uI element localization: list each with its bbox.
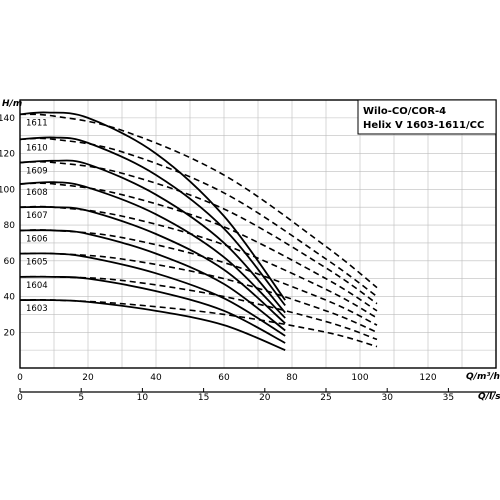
- series-1608-dashed-curve: [19, 182, 378, 312]
- title-box: Wilo-CO/COR-4 Helix V 1603-1611/CC: [357, 99, 497, 135]
- y-tick-label: 100: [0, 185, 15, 195]
- series-1603-solid-curve: [19, 299, 286, 351]
- series-1610-dashed-curve: [19, 137, 378, 298]
- y-tick-label: 40: [4, 293, 16, 303]
- x-axis-ticks: 0 20 40 60 80 100 120: [17, 373, 437, 383]
- x2-tick-label: 30: [381, 393, 393, 403]
- x2-tick-label: 10: [137, 393, 149, 403]
- series-label-1607: 1607: [26, 211, 48, 221]
- y-axis-label: H/m: [2, 99, 22, 109]
- x2-axis-label: Q/l/s: [478, 392, 500, 402]
- x2-tick-label: 20: [259, 393, 271, 403]
- x2-tick-label: 15: [198, 393, 209, 403]
- grid-layer: [20, 100, 496, 368]
- series-label-1604: 1604: [26, 281, 48, 291]
- series-label-1605: 1605: [26, 258, 48, 268]
- chart-title-line2: Helix V 1603-1611/CC: [363, 120, 484, 131]
- x2-tick-label: 35: [443, 393, 454, 403]
- series-label-1608: 1608: [26, 188, 48, 198]
- y-axis-ticks: 20 40 60 80 100 120 140: [0, 114, 15, 338]
- curves-layer: [19, 111, 378, 351]
- series-1606-solid-curve: [19, 229, 286, 332]
- series-1609-dashed-curve: [19, 160, 378, 305]
- plot-frame: [19, 99, 497, 369]
- series-1611-dashed-curve: [19, 113, 378, 289]
- series-1610-solid-curve: [19, 136, 286, 307]
- y-tick-label: 20: [4, 328, 16, 338]
- title-box-frame: [357, 99, 497, 135]
- x-tick-label: 40: [150, 373, 162, 383]
- y-tick-label: 80: [4, 221, 16, 231]
- series-1605-solid-curve: [19, 252, 286, 337]
- series-label-1611: 1611: [26, 118, 48, 128]
- series-label-1610: 1610: [26, 143, 48, 153]
- series-1608-solid-curve: [19, 181, 286, 319]
- x2-tick-label: 5: [78, 393, 84, 403]
- series-1607-solid-curve: [19, 206, 286, 325]
- x2-tick-label: 25: [320, 393, 331, 403]
- x-tick-label: 0: [17, 373, 23, 383]
- x-axis-label: Q/m³/h: [466, 372, 500, 382]
- y-tick-label: 60: [4, 257, 16, 267]
- x2-tick-label: 0: [17, 393, 23, 403]
- series-1604-solid-curve: [19, 275, 286, 344]
- series-label-1603: 1603: [26, 304, 48, 314]
- curve-labels: 1611 1610 1609 1608 1607 1606 1605 1604 1603: [26, 118, 48, 314]
- series-1611-solid-curve: [19, 111, 286, 301]
- series-1609-solid-curve: [19, 159, 286, 314]
- x-tick-label: 120: [419, 373, 436, 383]
- x-tick-label: 100: [351, 373, 368, 383]
- series-label-1606: 1606: [26, 234, 48, 244]
- chart-title-line1: Wilo-CO/COR-4: [363, 106, 446, 117]
- x-tick-label: 60: [218, 373, 230, 383]
- x2-axis-ticks: 0 5 10 15 20 25 30 35: [17, 388, 454, 403]
- x-tick-label: 20: [82, 373, 94, 383]
- series-label-1609: 1609: [26, 167, 48, 177]
- y-tick-label: 120: [0, 150, 15, 160]
- y-tick-label: 140: [0, 114, 15, 124]
- x-tick-label: 80: [286, 373, 298, 383]
